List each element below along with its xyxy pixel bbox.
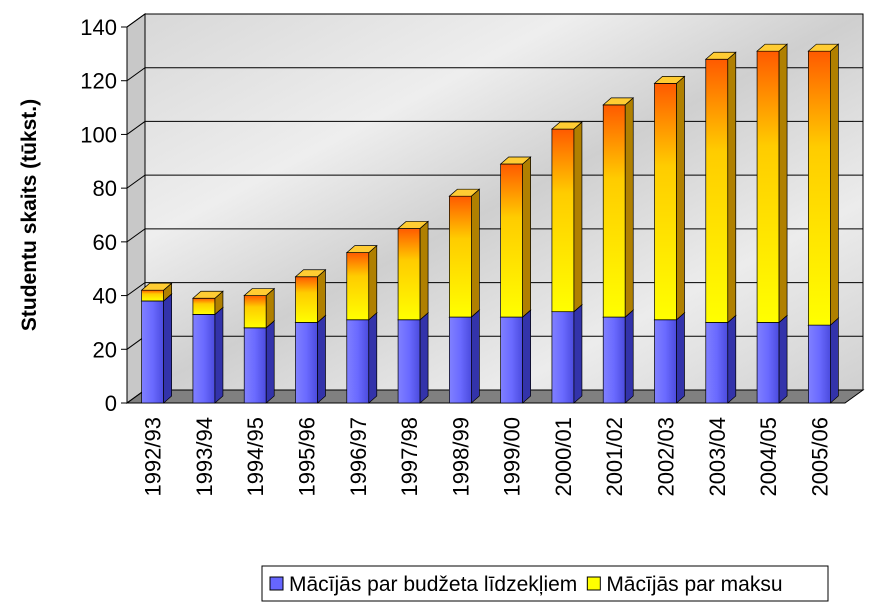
bar [449, 316, 472, 404]
x-tick-label: 1994/95 [243, 417, 268, 497]
bar-side [368, 244, 378, 321]
bar-top [140, 282, 173, 291]
bar [602, 316, 626, 404]
floor [125, 389, 865, 404]
legend-swatch [586, 576, 601, 591]
x-tick-label: 2001/02 [602, 417, 627, 497]
bar-top [191, 290, 224, 299]
y-tick-label: 140 [80, 15, 117, 40]
bar [295, 276, 318, 323]
y-tick-label: 80 [93, 176, 117, 201]
bar [192, 297, 216, 315]
bar-side [471, 188, 480, 318]
bar-top [704, 51, 737, 60]
bar [551, 311, 575, 404]
bar [500, 316, 523, 404]
x-tick-label: 1997/98 [397, 417, 422, 497]
bar-side [624, 309, 634, 404]
bar-top [653, 76, 686, 84]
y-tick-label: 20 [93, 337, 117, 362]
bar-side [778, 314, 788, 404]
bar-side [727, 314, 737, 404]
x-tick-label: 1999/00 [500, 417, 525, 497]
bar-side [522, 309, 531, 404]
bar-side [419, 311, 429, 404]
x-tick-label: 1992/93 [141, 417, 166, 497]
grid-line [126, 13, 863, 28]
x-tick-label: 2003/04 [705, 417, 730, 497]
bar-side [573, 303, 583, 404]
bar-top [550, 121, 583, 130]
bar-side [830, 43, 839, 326]
bar [397, 228, 421, 321]
y-tick-label: 40 [93, 284, 117, 309]
bar-side [265, 320, 275, 404]
bar-top [499, 156, 532, 165]
bar [654, 83, 677, 321]
bar-top [756, 43, 789, 52]
bar [756, 50, 780, 323]
x-tick-label: 2002/03 [654, 417, 679, 497]
grid-line [126, 67, 863, 82]
bar [141, 300, 164, 404]
legend-swatch [269, 576, 284, 591]
y-tick-label: 100 [80, 122, 117, 147]
bar-side [624, 97, 634, 318]
legend-label: Mācījās par budžeta līdzekļiem [289, 573, 577, 596]
x-tick-label: 2000/01 [551, 417, 576, 497]
bar-top [243, 288, 276, 296]
bar [346, 319, 370, 404]
x-tick-label: 2004/05 [756, 417, 781, 497]
bar-side [830, 317, 839, 404]
x-tick-label: 1995/96 [295, 417, 320, 497]
x-tick-label: 1998/99 [448, 417, 473, 497]
bar [705, 58, 729, 323]
bar-side [522, 156, 531, 318]
y-tick-label: 0 [105, 391, 117, 416]
bar-top [602, 97, 635, 106]
bar-top [345, 245, 378, 253]
bar-side [573, 121, 583, 313]
bar [141, 289, 164, 302]
y-tick-label: 60 [93, 230, 117, 255]
bar-side [317, 269, 326, 324]
bar-side [368, 311, 378, 404]
x-tick-label: 2005/06 [807, 417, 832, 497]
x-tick-label: 1993/94 [192, 417, 217, 497]
bar [551, 128, 575, 313]
bar-side [676, 75, 685, 321]
bar [295, 322, 318, 404]
legend-label: Mācījās par maksu [606, 573, 782, 596]
bar-top [397, 221, 430, 229]
legend [261, 565, 829, 602]
bar [397, 319, 421, 404]
bar [192, 314, 216, 404]
bar [654, 319, 677, 404]
bar-top [294, 269, 327, 278]
bar [346, 252, 370, 321]
bar-side [676, 311, 685, 404]
bar-side [727, 51, 737, 324]
bar [808, 50, 831, 326]
bar-side [471, 309, 480, 404]
bar-side [317, 314, 326, 404]
bar [243, 327, 267, 404]
bar-top [448, 188, 481, 197]
bar [500, 163, 523, 318]
bar-side [163, 293, 172, 404]
bar-side [419, 220, 429, 321]
bar [808, 324, 831, 404]
y-tick-label: 120 [80, 69, 117, 94]
bar [705, 322, 729, 404]
bar [602, 104, 626, 318]
bar [449, 195, 472, 318]
bar-side [214, 306, 224, 404]
y-axis-label: Studentu skaits (tūkst.) [18, 99, 41, 331]
bar-top [807, 43, 840, 52]
bar [756, 322, 780, 404]
x-tick-label: 1996/97 [346, 417, 371, 497]
bar-side [778, 43, 788, 324]
bar [243, 295, 267, 329]
